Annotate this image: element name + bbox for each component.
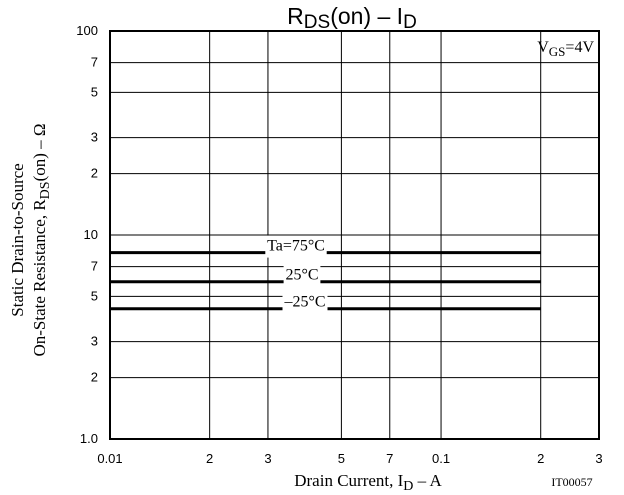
condition-label: VGS=4V xyxy=(537,39,594,59)
x-tick-label: 2 xyxy=(537,451,544,466)
y-tick-label: 7 xyxy=(91,259,98,274)
y-tick-labels: 1.0 2 3 5 7 10 2 3 5 7 100 xyxy=(76,23,98,446)
x-tick-labels: 0.01 2 3 5 7 0.1 2 3 xyxy=(97,451,602,466)
x-tick-label: 0.01 xyxy=(97,451,122,466)
figure-id: IT00057 xyxy=(551,475,592,489)
x-axis-label: Drain Current, ID – A xyxy=(294,471,442,494)
series-label-bg xyxy=(283,264,321,287)
series-label-bg xyxy=(282,291,328,314)
y-tick-label: 5 xyxy=(91,288,98,303)
x-tick-label: 2 xyxy=(206,451,213,466)
series-label-bg xyxy=(265,235,327,258)
y-tick-label: 3 xyxy=(91,334,98,349)
y-tick-label: 1.0 xyxy=(80,431,98,446)
y-axis-label-line2: On-State Resistance, RDS(on) – Ω xyxy=(30,123,53,356)
y-tick-label: 5 xyxy=(91,84,98,99)
y-tick-label: 2 xyxy=(91,166,98,181)
x-tick-label: 3 xyxy=(595,451,602,466)
plot-frame xyxy=(109,30,600,440)
y-axis-label-line1: Static Drain-to-Source xyxy=(8,163,27,316)
series-label: –25°C xyxy=(283,294,325,311)
y-tick-label: 7 xyxy=(91,55,98,70)
chart-title: RDS(on) – ID xyxy=(287,3,417,33)
y-axis-label: Static Drain-to-Source On-State Resistan… xyxy=(8,123,53,356)
x-tick-label: 0.1 xyxy=(432,451,450,466)
series-group: Ta=75°C 25°C –25°C xyxy=(110,235,541,314)
x-tick-label: 7 xyxy=(386,451,393,466)
grid xyxy=(109,30,600,440)
y-tick-label: 10 xyxy=(84,227,98,242)
y-tick-label: 2 xyxy=(91,370,98,385)
x-tick-label: 3 xyxy=(264,451,271,466)
x-tick-label: 5 xyxy=(338,451,345,466)
series-label: 25°C xyxy=(285,267,318,284)
y-tick-label: 3 xyxy=(91,130,98,145)
y-tick-label: 100 xyxy=(76,23,98,38)
series-label: Ta=75°C xyxy=(267,238,325,255)
